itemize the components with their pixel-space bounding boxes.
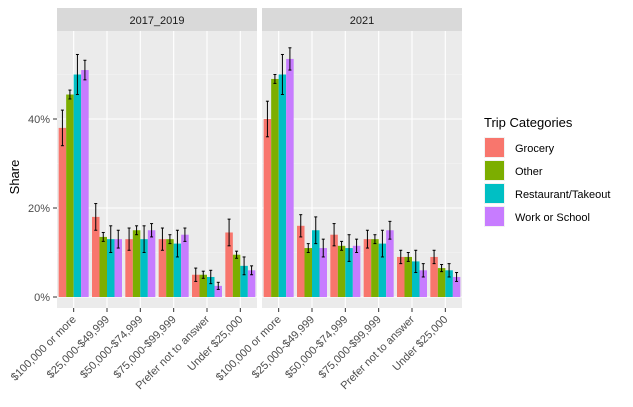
bar (363, 239, 372, 297)
y-tick-label: 40% (28, 114, 50, 126)
legend: Trip Categories Grocery Other Restaurant/T… (484, 115, 610, 227)
bar (114, 239, 122, 297)
bar (240, 265, 248, 297)
bar (404, 256, 412, 297)
bar (81, 70, 89, 297)
legend-item: Grocery (484, 137, 555, 158)
facet-panels: 2017_2019$100,000 or more$25,000-$49,999… (9, 8, 462, 392)
bar (271, 78, 279, 297)
bar (278, 74, 287, 297)
bar (132, 230, 141, 297)
bar (158, 239, 167, 297)
bar (378, 243, 387, 297)
bar (192, 274, 200, 297)
bar (166, 239, 174, 297)
bar (312, 230, 320, 297)
bar (147, 230, 156, 297)
legend-label: Restaurant/Takeout (515, 189, 610, 201)
legend-title: Trip Categories (484, 115, 573, 130)
bar (99, 236, 107, 297)
bar (345, 248, 353, 297)
bar (352, 245, 361, 297)
facet-panel-0: 2017_2019$100,000 or more$25,000-$49,999… (9, 8, 257, 392)
legend-key (485, 184, 504, 203)
legend-item: Other (484, 160, 543, 181)
facet-strip-label: 2021 (350, 15, 374, 27)
bar (386, 230, 394, 297)
bar (263, 119, 272, 297)
bar (330, 234, 338, 297)
bar (66, 94, 74, 298)
bar (445, 270, 453, 297)
facet-strip (57, 8, 257, 31)
bar (92, 216, 100, 297)
bar (232, 254, 241, 297)
bar (337, 245, 346, 297)
bar (107, 239, 115, 297)
y-axis-title: Share (7, 160, 22, 195)
y-axis: 0% 20% 40% (28, 114, 57, 304)
legend-item: Restaurant/Takeout (484, 183, 610, 204)
bar (397, 256, 405, 297)
legend-key (485, 161, 504, 180)
bar (181, 234, 189, 297)
legend-label: Other (515, 166, 543, 178)
bar (125, 239, 133, 297)
y-tick-label: 20% (28, 203, 50, 215)
bar (371, 239, 379, 297)
y-tick-label: 0% (34, 292, 50, 304)
legend-label: Grocery (515, 143, 555, 155)
bar (207, 276, 215, 297)
panel-background (57, 31, 257, 308)
legend-label: Work or School (515, 212, 590, 224)
bar (304, 248, 312, 297)
bar (452, 276, 461, 297)
bar (437, 268, 446, 297)
bar (247, 270, 256, 297)
bar (214, 285, 222, 297)
bar (319, 248, 327, 297)
bar (286, 58, 294, 297)
bar (199, 274, 207, 297)
bar (412, 261, 420, 297)
bar (58, 127, 67, 298)
bar (173, 243, 182, 297)
bar (430, 256, 438, 297)
panel-background (262, 31, 462, 308)
legend-key (485, 207, 504, 226)
bar (297, 225, 305, 297)
legend-key (485, 138, 504, 157)
bar (419, 270, 427, 297)
bar (225, 232, 233, 297)
facet-strip (262, 8, 462, 31)
bar (140, 239, 148, 297)
bar (73, 74, 82, 297)
facet-strip-label: 2017_2019 (129, 15, 184, 27)
legend-item: Work or School (484, 206, 590, 227)
